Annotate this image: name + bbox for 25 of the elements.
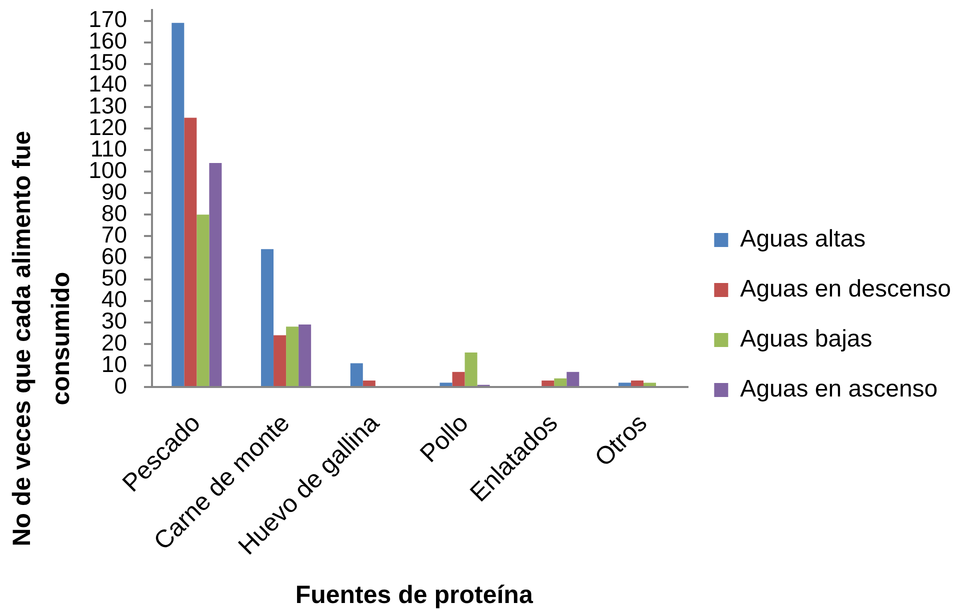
x-axis-title: Fuentes de proteína	[295, 580, 534, 609]
bar	[644, 382, 656, 386]
bar	[298, 324, 312, 386]
y-axis-title: No de veces que cada alimento fue consumido	[8, 130, 75, 546]
bar	[196, 214, 210, 386]
bar	[440, 382, 452, 386]
bar	[274, 335, 286, 386]
bar	[184, 118, 197, 386]
legend-label: Aguas en ascenso	[740, 376, 938, 403]
bar	[618, 382, 631, 386]
legend-label: Aguas bajas	[740, 326, 872, 353]
bar	[172, 22, 184, 386]
bar	[630, 380, 644, 386]
bar	[209, 162, 222, 386]
bar	[554, 378, 567, 386]
bar	[362, 380, 376, 386]
bar	[261, 249, 274, 386]
bar	[452, 372, 465, 386]
bar	[464, 352, 478, 386]
bar	[542, 380, 554, 386]
bar	[286, 326, 299, 386]
legend-label: Aguas en descenso	[740, 276, 952, 303]
legend-label: Aguas altas	[740, 226, 866, 253]
bar	[350, 363, 363, 386]
bar	[566, 372, 580, 386]
